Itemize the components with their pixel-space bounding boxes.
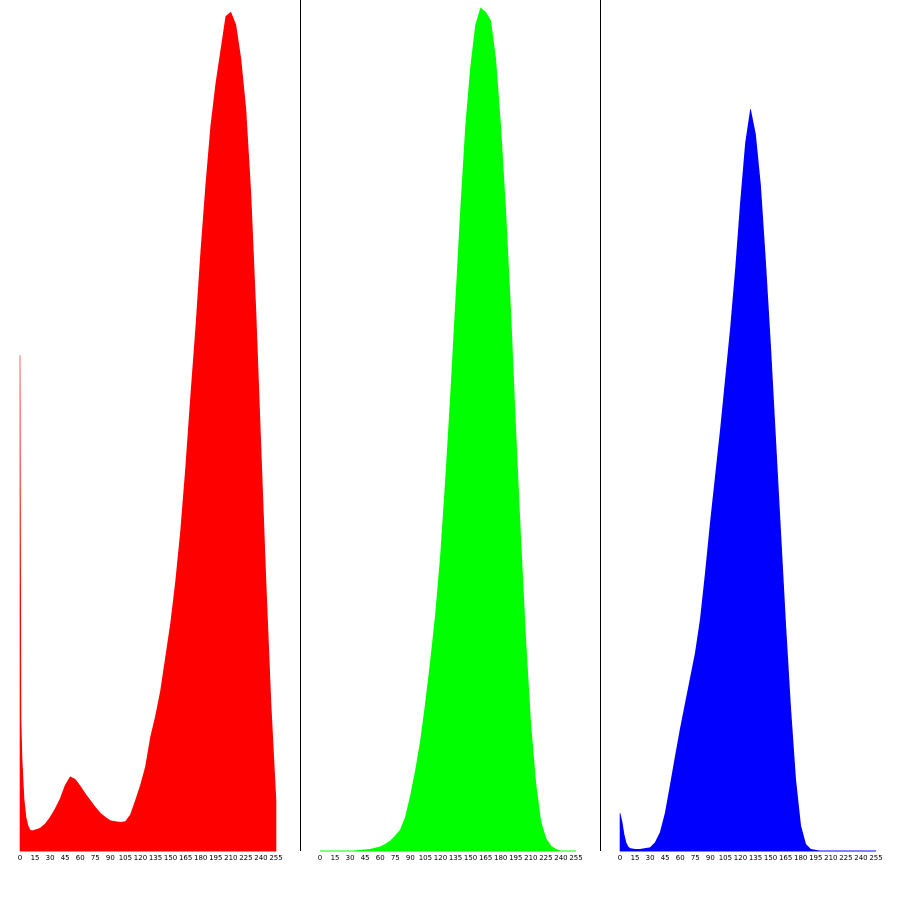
x-tick-label: 0 — [618, 854, 622, 862]
x-tick-label: 165 — [779, 854, 792, 862]
x-tick-label: 255 — [569, 854, 582, 862]
x-tick-label: 0 — [318, 854, 322, 862]
x-tick-label: 30 — [646, 854, 655, 862]
x-tick-label: 120 — [734, 854, 747, 862]
x-tick-label: 120 — [134, 854, 147, 862]
x-tick-label: 60 — [376, 854, 385, 862]
x-tick-label: 165 — [479, 854, 492, 862]
x-tick-label: 30 — [346, 854, 355, 862]
x-tick-label: 90 — [406, 854, 415, 862]
red-histogram-panel: 0 15 30 45 60 75 90 105 120 135 150 165 180 195 210 225… — [18, 11, 283, 862]
green-histogram-area — [320, 7, 576, 852]
x-tick-label: 150 — [764, 854, 777, 862]
x-tick-label: 240 — [554, 854, 567, 862]
x-tick-label: 105 — [719, 854, 732, 862]
blue-histogram-panel: 0 15 30 45 60 75 90 105 120 135 150 165 180 195 210 225… — [618, 109, 883, 862]
x-tick-label: 135 — [149, 854, 162, 862]
x-tick-label: 225 — [239, 854, 252, 862]
x-tick-label: 195 — [809, 854, 822, 862]
x-tick-label: 30 — [46, 854, 55, 862]
x-tick-label: 210 — [524, 854, 537, 862]
x-tick-label: 225 — [839, 854, 852, 862]
x-tick-label: 45 — [61, 854, 70, 862]
x-tick-label: 195 — [509, 854, 522, 862]
x-tick-label: 180 — [194, 854, 207, 862]
blue-histogram-area — [619, 109, 876, 852]
x-tick-label: 15 — [631, 854, 640, 862]
x-tick-label: 255 — [869, 854, 882, 862]
x-tick-label: 0 — [18, 854, 22, 862]
x-tick-label: 105 — [419, 854, 432, 862]
x-tick-label: 180 — [794, 854, 807, 862]
x-tick-label: 15 — [331, 854, 340, 862]
x-tick-label: 150 — [164, 854, 177, 862]
x-tick-label: 240 — [254, 854, 267, 862]
x-tick-label: 75 — [691, 854, 700, 862]
x-tick-label: 210 — [824, 854, 837, 862]
x-tick-label: 60 — [76, 854, 85, 862]
x-tick-label: 75 — [91, 854, 100, 862]
x-tick-label: 15 — [31, 854, 40, 862]
x-tick-label: 45 — [361, 854, 370, 862]
x-tick-label: 210 — [224, 854, 237, 862]
x-tick-label: 105 — [119, 854, 132, 862]
x-tick-label: 60 — [676, 854, 685, 862]
x-tick-label: 75 — [391, 854, 400, 862]
x-tick-label: 135 — [749, 854, 762, 862]
x-tick-label: 225 — [539, 854, 552, 862]
x-tick-label: 240 — [854, 854, 867, 862]
x-tick-label: 150 — [464, 854, 477, 862]
x-tick-label: 90 — [706, 854, 715, 862]
x-tick-label: 45 — [661, 854, 670, 862]
green-histogram-panel: 0 15 30 45 60 75 90 105 120 135 150 165 180 195 210 225… — [318, 7, 583, 862]
x-tick-label: 195 — [209, 854, 222, 862]
red-histogram-area — [19, 11, 277, 852]
x-tick-label: 90 — [106, 854, 115, 862]
x-tick-label: 180 — [494, 854, 507, 862]
x-tick-label: 120 — [434, 854, 447, 862]
x-tick-label: 165 — [179, 854, 192, 862]
x-tick-label: 135 — [449, 854, 462, 862]
x-tick-label: 255 — [269, 854, 282, 862]
